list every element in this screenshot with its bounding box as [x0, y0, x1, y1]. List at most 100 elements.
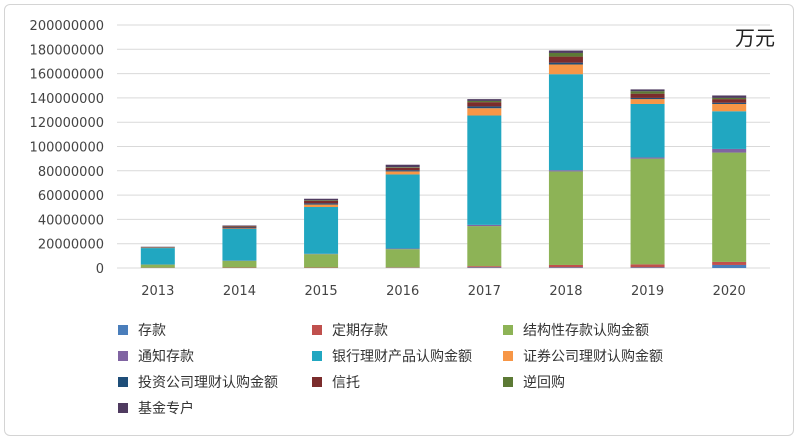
bar-segment: [630, 89, 665, 92]
y-tick-label: 200000000: [30, 19, 104, 34]
bar-segment: [304, 200, 339, 201]
bar-segment: [712, 152, 747, 262]
x-tick-label: 2015: [305, 284, 338, 299]
bar-segment: [304, 200, 339, 204]
bar-segment: [548, 267, 583, 268]
bar-segment: [385, 170, 420, 172]
grid-lines: [117, 24, 770, 269]
bar-segment: [630, 91, 665, 94]
x-tick-label: 2020: [713, 284, 746, 299]
bar-segment: [548, 50, 583, 53]
bar-segment: [140, 264, 175, 268]
legend-swatch: [312, 325, 322, 335]
legend-label: 结构性存款认购金额: [523, 323, 649, 339]
bar-segment: [712, 102, 747, 104]
bar-segment: [712, 103, 747, 112]
bar-segment: [304, 207, 339, 254]
bar-segment: [467, 267, 502, 268]
bar-segment: [712, 95, 747, 98]
bar-segment: [467, 99, 502, 101]
bar-segment: [385, 248, 420, 250]
bar-segment: [630, 264, 665, 268]
bar-segment: [385, 249, 420, 268]
x-tick-label: 2017: [468, 284, 501, 299]
y-tick-label: 40000000: [38, 213, 104, 228]
bar-segment: [222, 227, 257, 229]
bar-segment: [712, 97, 747, 100]
bar-segment: [222, 226, 257, 228]
legend-swatch: [118, 325, 128, 335]
bar-segment: [712, 99, 747, 103]
legend-swatch: [312, 351, 322, 361]
y-tick-label: 0: [96, 262, 104, 277]
legend-label: 信托: [332, 375, 360, 391]
legend-label: 定期存款: [332, 323, 388, 339]
bar-segment: [140, 248, 175, 265]
bar-segment: [548, 264, 583, 268]
bar-segment: [222, 228, 257, 261]
bar-segment: [630, 157, 665, 159]
y-tick-label: 20000000: [38, 238, 104, 253]
unit-label: 万元: [735, 26, 775, 50]
bar-segment: [385, 174, 420, 249]
bar-segment: [467, 102, 502, 107]
bar-segment: [630, 97, 665, 100]
bar-segment: [467, 115, 502, 225]
bar-segment: [548, 171, 583, 265]
bar-segment: [467, 100, 502, 103]
bar-segment: [548, 56, 583, 63]
x-tick-label: 2014: [223, 284, 256, 299]
legend-swatch: [118, 377, 128, 387]
bar-segment: [222, 228, 257, 229]
bars: [140, 50, 747, 268]
bar-segment: [548, 52, 583, 57]
bar-segment: [304, 198, 339, 201]
bar-segment: [712, 111, 747, 149]
bar-segment: [467, 266, 502, 268]
legend-swatch: [118, 351, 128, 361]
y-tick-label: 60000000: [38, 189, 104, 204]
bar-segment: [548, 74, 583, 171]
bar-segment: [304, 203, 339, 205]
bar-segment: [385, 167, 420, 168]
x-tick-label: 2018: [549, 284, 582, 299]
bar-segment: [712, 264, 747, 268]
bar-segment: [385, 167, 420, 171]
bar-segment: [222, 260, 257, 268]
y-tick-label: 100000000: [30, 141, 104, 156]
y-tick-label: 160000000: [30, 68, 104, 83]
bar-segment: [467, 224, 502, 227]
legend-swatch: [503, 325, 513, 335]
bar-segment: [630, 158, 665, 265]
x-axis: 2013 2014 2015 2016 2017 2018 2019 2020: [141, 284, 745, 299]
bar-segment: [467, 108, 502, 116]
legend-label: 逆回购: [523, 375, 565, 391]
bar-segment: [304, 204, 339, 208]
legend-swatch: [503, 377, 513, 387]
legend-label: 存款: [138, 323, 166, 339]
bar-segment: [385, 171, 420, 175]
x-tick-label: 2019: [631, 284, 664, 299]
bar-segment: [548, 170, 583, 172]
x-tick-label: 2013: [141, 284, 174, 299]
legend-swatch: [503, 351, 513, 361]
bar-segment: [467, 106, 502, 109]
legend-label: 基金专户: [138, 400, 194, 417]
legend-swatch: [118, 403, 128, 413]
bar-segment: [548, 64, 583, 75]
y-tick-label: 180000000: [30, 43, 104, 58]
x-tick-label: 2016: [386, 284, 419, 299]
legend-label: 通知存款: [138, 348, 194, 365]
bar-segment: [630, 267, 665, 268]
legend-swatch: [312, 377, 322, 387]
legend-label: 银行理财产品认购金额: [332, 349, 472, 365]
y-tick-label: 80000000: [38, 165, 104, 180]
bar-segment: [712, 148, 747, 153]
bar-segment: [304, 254, 339, 268]
bar-segment: [712, 261, 747, 265]
legend-label: 证券公司理财认购金额: [523, 349, 663, 365]
bar-segment: [385, 164, 420, 168]
y-axis: 0 20000000 40000000 60000000 80000000 1000000…: [30, 19, 104, 277]
bar-segment: [548, 62, 583, 65]
